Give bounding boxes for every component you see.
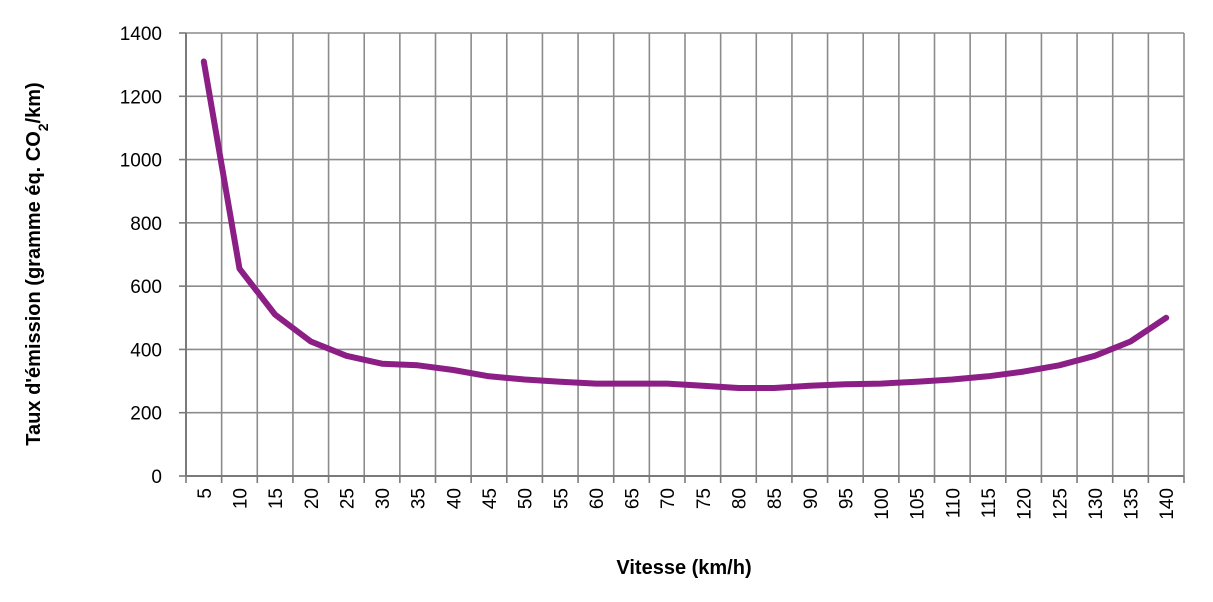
x-tick-label: 125 [1050,488,1071,520]
x-tick-labels: 5 10 15 20 25 30 35 40 45 50 55 60 65 70 75 80 85 90 95 100… [195,488,1178,520]
x-tick-label: 30 [373,488,394,509]
y-axis-title-main: Taux d'émission (gramme éq. CO [23,131,45,445]
x-axis-title: Vitesse (km/h) [616,557,751,579]
grid-lines [179,32,1185,483]
x-tick-label: 60 [587,488,608,509]
x-tick-label: 5 [195,488,216,499]
y-tick-label: 0 [151,467,162,488]
series-group [200,58,1170,391]
x-tick-label: 45 [480,488,501,509]
x-tick-label: 135 [1122,488,1143,520]
y-tick-label: 1200 [120,87,162,108]
x-tick-label: 55 [551,488,572,509]
x-tick-label: 50 [516,488,537,509]
y-tick-label: 200 [130,404,162,425]
x-tick-label: 85 [765,488,786,509]
x-tick-label: 130 [1086,488,1107,520]
x-tick-label: 15 [266,488,287,509]
y-tick-label: 800 [130,214,162,235]
x-tick-label: 110 [943,488,964,518]
y-tick-label: 1400 [120,24,162,45]
x-tick-label: 140 [1157,488,1178,520]
y-axis-title: Taux d'émission (gramme éq. CO2/km) [23,82,51,445]
x-tick-label: 90 [801,488,822,509]
y-tick-label: 400 [130,340,162,361]
y-tick-label: 600 [130,277,162,298]
y-axis-title-suffix: /km) [23,82,45,123]
x-tick-label: 75 [694,488,715,509]
x-tick-label: 35 [409,488,430,509]
y-axis-title-subscript: 2 [35,123,51,131]
x-tick-label: 120 [1015,488,1036,520]
x-tick-label: 20 [302,488,323,509]
x-tick-label: 40 [444,488,465,509]
x-tick-label: 105 [908,488,929,520]
x-tick-label: 80 [729,488,750,509]
x-tick-label: 115 [979,488,1000,518]
series-line [200,58,1170,391]
y-tick-label: 1000 [120,151,162,172]
x-tick-label: 65 [623,488,644,509]
y-tick-labels: 0 200 400 600 800 1000 1200 1400 [120,24,162,488]
x-tick-label: 95 [836,488,857,509]
x-tick-label: 70 [658,488,679,509]
x-tick-label: 10 [230,488,251,509]
x-tick-label: 100 [872,488,893,520]
x-tick-label: 25 [337,488,358,509]
